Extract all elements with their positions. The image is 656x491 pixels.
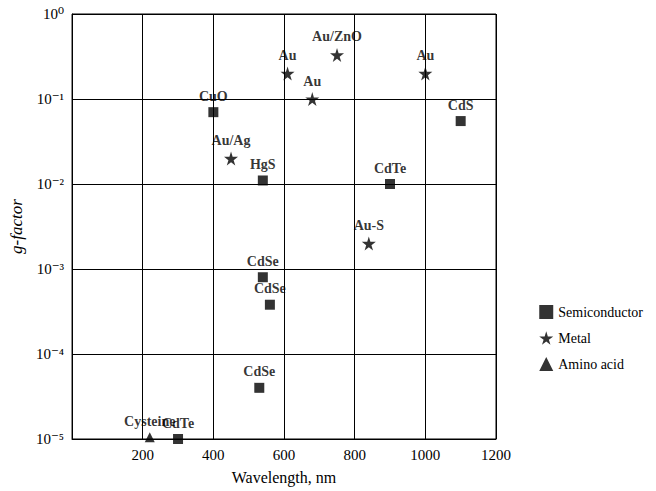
svg-text:HgS: HgS [250,157,276,172]
svg-text:200: 200 [131,447,154,463]
svg-text:10⁻⁵: 10⁻⁵ [36,431,64,447]
svg-text:400: 400 [202,447,225,463]
svg-text:CdSe: CdSe [243,364,275,379]
svg-text:CdTe: CdTe [374,161,406,176]
svg-text:10⁻³: 10⁻³ [37,261,65,277]
svg-text:Au-S: Au-S [354,218,385,233]
svg-text:1200: 1200 [481,447,511,463]
svg-text:CuO: CuO [199,89,228,104]
svg-text:600: 600 [273,447,296,463]
svg-text:Au/ZnO: Au/ZnO [312,29,362,44]
svg-text:Semiconductor: Semiconductor [558,305,643,320]
svg-text:Wavelength, nm: Wavelength, nm [232,469,337,487]
svg-text:Cysteine: Cysteine [124,414,175,429]
svg-text:CdTe: CdTe [161,415,195,431]
svg-text:CdSe: CdSe [247,254,279,269]
svg-text:10⁰: 10⁰ [43,6,64,22]
svg-text:Au: Au [303,74,321,89]
svg-text:1000: 1000 [410,447,440,463]
svg-text:Metal: Metal [558,331,591,346]
svg-text:Au: Au [279,48,297,63]
svg-text:800: 800 [343,447,366,463]
svg-text:g-factor: g-factor [7,199,26,254]
svg-text:Au: Au [416,48,434,63]
svg-text:10⁻²: 10⁻² [37,176,65,192]
svg-text:CdSe: CdSe [254,281,286,296]
svg-text:10⁻¹: 10⁻¹ [37,91,64,107]
svg-text:10⁻⁴: 10⁻⁴ [36,346,64,362]
svg-text:Au/Ag: Au/Ag [212,133,251,148]
svg-text:CdS: CdS [448,98,474,113]
svg-text:Amino acid: Amino acid [558,357,624,372]
